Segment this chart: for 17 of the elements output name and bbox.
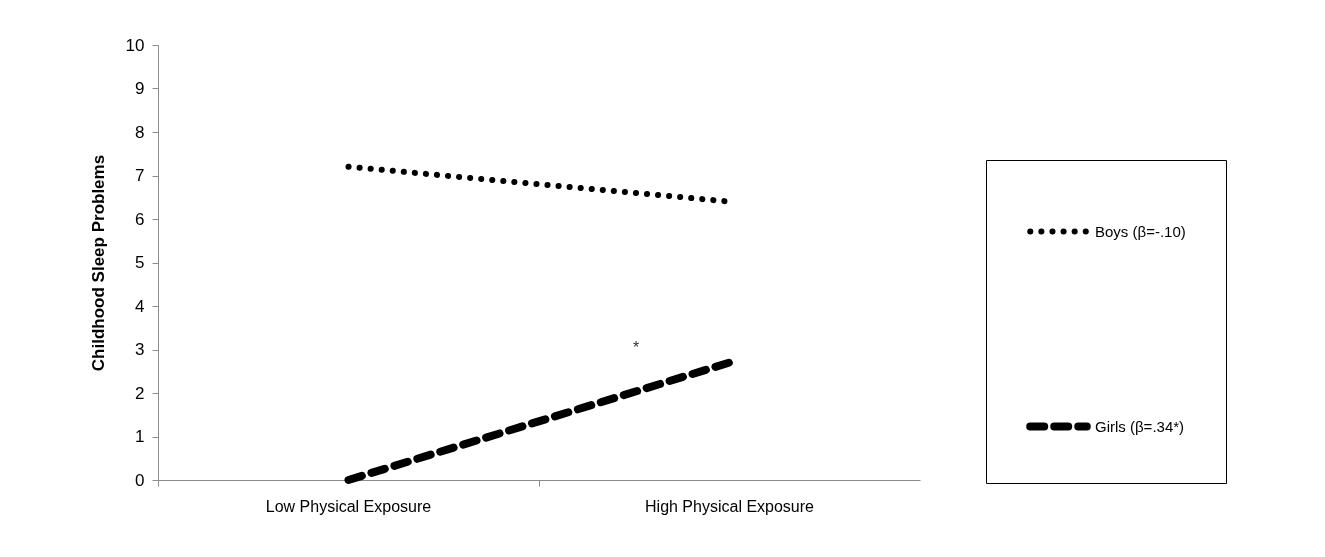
legend-label: Boys (β=-.10): [1095, 222, 1186, 240]
y-tick-label: 6: [135, 209, 145, 229]
y-tick-label: 4: [135, 296, 145, 316]
y-tick-label: 1: [135, 427, 145, 446]
y-axis-title: Childhood Sleep Problems: [88, 154, 108, 372]
x-tick-label: Low Physical Exposure: [265, 497, 432, 515]
y-tick-label: 10: [125, 35, 145, 55]
x-tick-label: High Physical Exposure: [645, 497, 815, 515]
legend-label: Girls (β=.34*): [1095, 417, 1185, 435]
y-tick-label: 9: [135, 79, 145, 98]
y-tick-label: 2: [135, 383, 145, 403]
y-tick-label: 5: [135, 253, 145, 272]
y-tick-label: 0: [135, 470, 145, 490]
y-tick-label: 7: [135, 166, 145, 185]
y-tick-label: 8: [135, 122, 145, 142]
annotation: *: [632, 339, 640, 356]
y-tick-label: 3: [135, 340, 145, 359]
